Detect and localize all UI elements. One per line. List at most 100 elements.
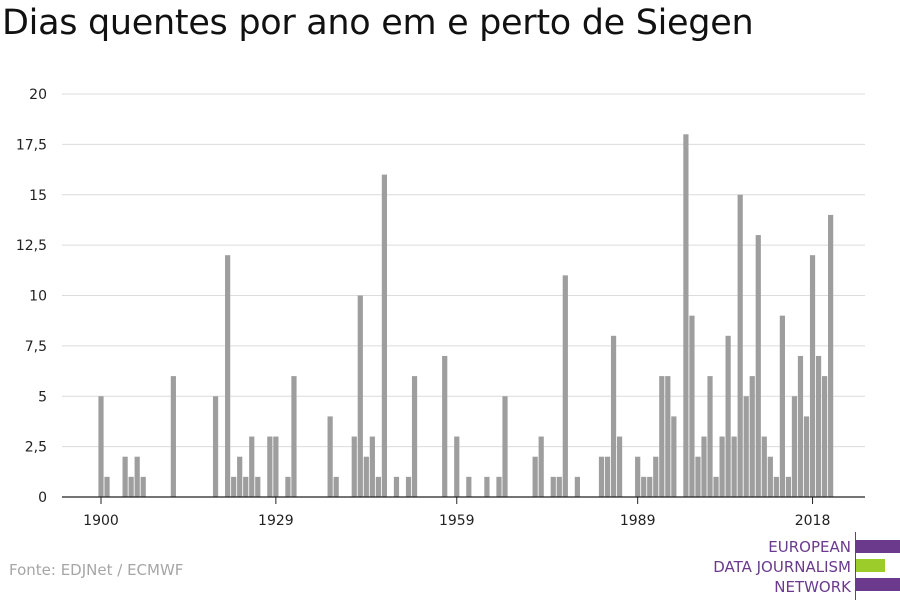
bar-1906 [134, 456, 140, 497]
bar-1901 [104, 476, 110, 497]
bar-1925 [249, 436, 255, 497]
bar-2014 [785, 476, 792, 497]
bar-1944 [363, 456, 369, 497]
bar-2011 [767, 456, 773, 497]
logo-bar-green [856, 559, 885, 572]
bar-2002 [713, 476, 719, 497]
bar-1966 [496, 476, 502, 497]
bar-1932 [291, 376, 297, 497]
bar-1952 [411, 376, 418, 497]
y-tick-label: 15 [29, 188, 47, 204]
bar-1976 [556, 476, 562, 497]
bar-1983 [598, 456, 605, 497]
bar-1926 [255, 476, 261, 497]
bar-2018 [809, 255, 816, 497]
bar-1951 [405, 476, 412, 497]
bar-1977 [562, 275, 568, 497]
bar-1997 [683, 134, 689, 498]
x-axis-tick-labels: 1900 1929 1959 1989 2018 [83, 497, 830, 529]
bar-1900 [98, 396, 104, 497]
bar-2021 [828, 214, 834, 497]
bar-1924 [243, 476, 249, 497]
bar-1972 [532, 456, 538, 497]
logo-bar-purple-top [856, 540, 900, 553]
bar-1995 [671, 416, 677, 497]
bar-1904 [122, 456, 128, 497]
logo-line-network: NETWORK [774, 578, 851, 596]
y-tick-label: 20 [29, 87, 47, 103]
bar-1990 [641, 476, 647, 497]
bar-1994 [665, 376, 671, 497]
bar-1961 [466, 476, 472, 497]
bar-1939 [333, 476, 339, 497]
bar-1993 [659, 376, 665, 497]
logo-line-european: EUROPEAN [768, 538, 851, 556]
bar-1919 [212, 396, 219, 497]
bar-2012 [773, 476, 779, 497]
y-axis-tick-labels: 0 2,5 5 7,5 10 12,5 15 17,5 20 [16, 87, 47, 506]
bar-1949 [393, 476, 400, 497]
bar-1943 [357, 295, 363, 497]
bar-2005 [731, 436, 737, 497]
bar-1979 [574, 476, 580, 497]
x-tick-label: 2018 [795, 513, 831, 529]
y-tick-label: 12,5 [16, 238, 47, 254]
bar-2007 [743, 396, 749, 497]
bar-1975 [550, 476, 556, 497]
bar-1945 [369, 436, 375, 497]
x-tick-label: 1989 [620, 513, 656, 529]
bar-1905 [128, 476, 134, 497]
bar-2006 [737, 194, 743, 497]
bar-1921 [225, 255, 231, 497]
x-tick-label: 1959 [439, 513, 475, 529]
chart-title: Dias quentes por ano em e perto de Siege… [2, 3, 754, 43]
bar-1931 [285, 476, 291, 497]
bar-1929 [273, 436, 279, 497]
y-tick-label: 17,5 [16, 137, 47, 153]
bar-2000 [701, 436, 707, 497]
bar-2019 [815, 355, 822, 497]
bar-1964 [484, 476, 490, 497]
logo-line-data-journalism: DATA JOURNALISM [713, 558, 851, 576]
bar-1907 [140, 476, 146, 497]
bar-2010 [761, 436, 767, 497]
y-tick-label: 10 [29, 289, 47, 305]
bar-2013 [779, 315, 785, 497]
bar-2009 [755, 235, 761, 498]
bar-1973 [538, 436, 544, 497]
bar-2017 [803, 416, 810, 497]
gridlines [62, 93, 865, 448]
bar-1984 [604, 456, 611, 497]
y-tick-label: 5 [38, 389, 47, 405]
bar-1942 [351, 436, 357, 497]
bar-2015 [791, 396, 798, 497]
logo-divider [855, 532, 856, 600]
bar-2003 [719, 436, 725, 497]
bar-1989 [635, 456, 641, 497]
logo-bar-purple-bottom [856, 578, 900, 591]
bar-1985 [610, 335, 617, 497]
source-note: Fonte: EDJNet / ECMWF [9, 561, 184, 579]
bar-1922 [231, 476, 237, 497]
bar-1946 [375, 476, 381, 497]
bar-1998 [689, 315, 695, 497]
bar-1947 [381, 174, 388, 497]
bar-2016 [797, 355, 804, 497]
bar-2001 [707, 376, 713, 497]
y-tick-label: 0 [38, 490, 47, 506]
bar-1957 [442, 355, 448, 497]
bars [98, 134, 834, 498]
bar-2004 [725, 335, 731, 497]
x-tick-label: 1929 [258, 513, 294, 529]
bar-1967 [502, 396, 508, 497]
bar-1912 [170, 376, 176, 497]
edjnet-logo[interactable]: EUROPEAN DATA JOURNALISM NETWORK [700, 532, 900, 600]
y-tick-label: 2,5 [25, 440, 47, 456]
bar-1992 [653, 456, 659, 497]
bar-2020 [822, 376, 828, 497]
bar-1991 [647, 476, 653, 497]
bar-1999 [695, 456, 701, 497]
bar-2008 [749, 376, 755, 497]
bar-1986 [616, 436, 623, 497]
